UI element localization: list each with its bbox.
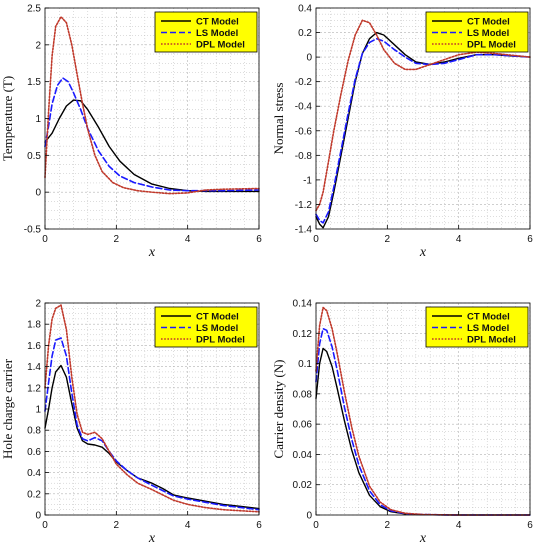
legend-entry-label: CT Model bbox=[467, 16, 510, 27]
x-axis-label: x bbox=[148, 531, 156, 546]
x-tick-label: 2 bbox=[114, 234, 120, 245]
y-tick-label: 0.4 bbox=[27, 468, 41, 479]
y-tick-label: 0.1 bbox=[298, 359, 312, 370]
x-tick-label: 6 bbox=[256, 520, 262, 531]
series-line-ct-model bbox=[315, 31, 531, 229]
y-tick-label: 0.2 bbox=[298, 28, 312, 39]
y-tick-label: 2 bbox=[35, 40, 41, 51]
legend-entry-label: DPL Model bbox=[467, 39, 516, 50]
x-tick-label: 2 bbox=[385, 234, 391, 245]
chart-panel-4: 0 2 4 6 0 0.02 0.04 0.06 0.08 0.1 0.12 0.14 x Carrier… bbox=[271, 299, 533, 547]
legend-entry-label: DPL Model bbox=[196, 334, 245, 345]
legend-entry-label: LS Model bbox=[467, 28, 509, 39]
y-tick-label: 1 bbox=[35, 114, 41, 125]
y-tick-label: 0.8 bbox=[27, 426, 41, 437]
y-tick-label: -1 bbox=[303, 175, 312, 186]
legend-entry-label: LS Model bbox=[196, 323, 238, 334]
x-tick-label: 4 bbox=[456, 234, 462, 245]
y-tick-label: 2 bbox=[35, 299, 41, 310]
y-tick-label: 0.4 bbox=[298, 4, 312, 15]
series-line-dpl-model bbox=[315, 19, 531, 212]
x-tick-label: 4 bbox=[456, 520, 462, 531]
y-axis-label: Hole charge carrier bbox=[0, 358, 15, 459]
y-tick-label: -0.8 bbox=[295, 151, 313, 162]
legend-entry-label: DPL Model bbox=[196, 39, 245, 50]
y-axis-label: Temperature (T) bbox=[0, 76, 15, 161]
chart-panel-3: 0 2 4 6 0 0.2 0.4 0.6 0.8 1 1.2 1.4 1.6 1.8 2 x Hole cha… bbox=[0, 299, 262, 547]
x-axis-label: x bbox=[148, 245, 156, 260]
x-tick-label: 2 bbox=[385, 520, 391, 531]
axes-box bbox=[315, 7, 531, 230]
y-tick-label: 1.8 bbox=[27, 320, 41, 331]
x-tick-label: 2 bbox=[114, 520, 120, 531]
x-axis-label: x bbox=[419, 245, 427, 260]
y-tick-label: 2.5 bbox=[27, 4, 41, 15]
x-tick-label: 6 bbox=[256, 234, 262, 245]
y-tick-label: 0.5 bbox=[27, 151, 41, 162]
y-tick-label: 0 bbox=[35, 511, 41, 522]
y-tick-label: 0.2 bbox=[27, 489, 41, 500]
y-axis-label: Carrier density (N) bbox=[271, 360, 286, 459]
y-tick-label: -0.5 bbox=[24, 225, 42, 236]
chart-panel-2: 0 2 4 6 -1.4 -1.2 -1 -0.8 -0.6 -0.4 -0.2 0 0.2 0.4 x No… bbox=[271, 4, 533, 261]
y-tick-label: 0.04 bbox=[293, 450, 313, 461]
x-tick-label: 0 bbox=[313, 520, 319, 531]
y-tick-label: 1.6 bbox=[27, 341, 41, 352]
y-tick-label: -0.4 bbox=[295, 102, 313, 113]
series-line-dpl-model bbox=[44, 15, 260, 195]
x-tick-label: 6 bbox=[527, 234, 533, 245]
y-tick-label: 0.14 bbox=[293, 299, 313, 310]
legend-entry-label: DPL Model bbox=[467, 334, 516, 345]
y-tick-label: -0.6 bbox=[295, 126, 313, 137]
y-tick-label: 0 bbox=[35, 188, 41, 199]
series-line-ls-model bbox=[44, 77, 260, 192]
y-tick-label: 0.06 bbox=[293, 420, 313, 431]
y-tick-label: 1.2 bbox=[27, 383, 41, 394]
y-tick-label: 0 bbox=[306, 511, 312, 522]
y-tick-label: 1.4 bbox=[27, 362, 41, 373]
x-axis-label: x bbox=[419, 531, 427, 546]
x-tick-label: 6 bbox=[527, 520, 533, 531]
series-line-dpl-model bbox=[44, 304, 260, 513]
y-tick-label: 0 bbox=[306, 53, 312, 64]
x-tick-label: 4 bbox=[185, 234, 191, 245]
legend-entry-label: CT Model bbox=[467, 311, 510, 322]
y-tick-label: 1.5 bbox=[27, 77, 41, 88]
y-tick-label: 0.12 bbox=[293, 329, 313, 340]
x-tick-label: 0 bbox=[42, 520, 48, 531]
y-axis-label: Normal stress bbox=[271, 83, 286, 155]
x-tick-label: 0 bbox=[42, 234, 48, 245]
y-tick-label: 0.08 bbox=[293, 389, 313, 400]
y-tick-label: 0.02 bbox=[293, 480, 313, 491]
series-line-ls-model bbox=[315, 37, 531, 224]
legend-entry-label: LS Model bbox=[196, 28, 238, 39]
y-tick-label: 1 bbox=[35, 405, 41, 416]
y-tick-label: 0.6 bbox=[27, 447, 41, 458]
legend-entry-label: CT Model bbox=[196, 311, 239, 322]
y-tick-label: -1.2 bbox=[295, 200, 313, 211]
x-tick-label: 4 bbox=[185, 520, 191, 531]
y-tick-label: -1.4 bbox=[295, 225, 313, 236]
legend-entry-label: CT Model bbox=[196, 16, 239, 27]
y-tick-label: -0.2 bbox=[295, 77, 313, 88]
legend-entry-label: LS Model bbox=[467, 323, 509, 334]
axes-box bbox=[315, 302, 531, 516]
series-line-ct-model bbox=[44, 364, 260, 510]
x-tick-label: 0 bbox=[313, 234, 319, 245]
